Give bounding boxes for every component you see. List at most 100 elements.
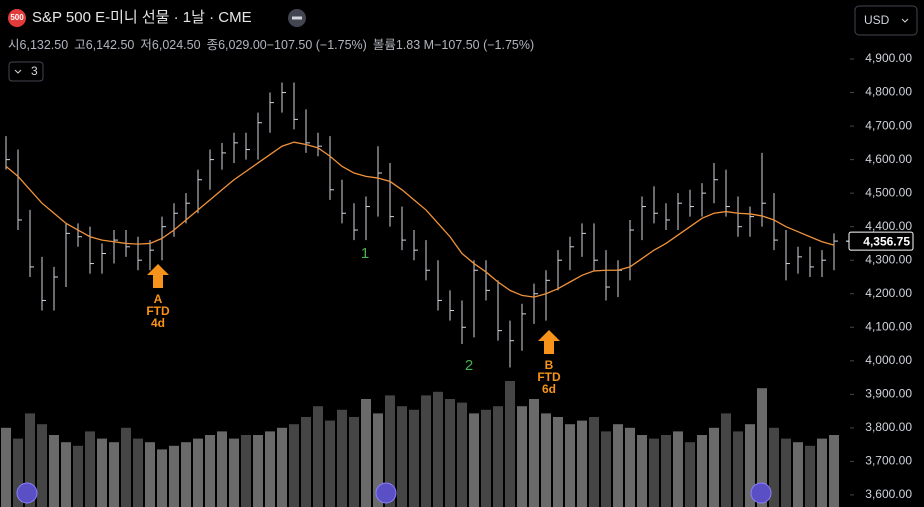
volume-bar (73, 445, 83, 507)
volume-bar (229, 438, 239, 507)
indicator-toggle[interactable] (8, 61, 44, 82)
volume-bar (613, 424, 623, 507)
volume-bar (697, 435, 707, 507)
volume-bar (793, 442, 803, 507)
volume-bar (721, 413, 731, 507)
volume-bar (385, 395, 395, 507)
volume-bar (517, 406, 527, 507)
volume-bar (673, 431, 683, 507)
volume-bar (757, 388, 767, 507)
volume-bar (289, 424, 299, 507)
volume-bar (745, 424, 755, 507)
ohlc-legend: 시6,132.50 고6,142.50 저6,024.50 종6,029.00−107… (8, 38, 534, 52)
legend-value: −107.50 (−1.75%) (434, 38, 534, 52)
volume-bar (397, 406, 407, 507)
volume-bar (733, 431, 743, 507)
volume-bar (625, 427, 635, 507)
volume-bar (157, 449, 167, 507)
volume-bar (49, 435, 59, 507)
volume-bar (1, 427, 11, 507)
volume-bar (361, 399, 371, 507)
chevron-icon (901, 18, 909, 23)
annotation-text: A (154, 292, 163, 306)
volume-bar (829, 435, 839, 507)
volume-bar (217, 431, 227, 507)
volume-bar (169, 445, 179, 507)
volume-bar (337, 409, 347, 507)
volume-bar (97, 438, 107, 507)
y-tick-label: 3,800.00 (865, 420, 912, 434)
volume-bar (301, 417, 311, 507)
badge-text: 500 (10, 13, 24, 22)
volume-bar (781, 438, 791, 507)
volume-bar (421, 395, 431, 507)
event-icon[interactable] (750, 482, 772, 504)
legend-value: 6,132.50 (20, 38, 69, 52)
y-tick-label: 4,800.00 (865, 85, 912, 99)
last-price-box (848, 231, 914, 251)
signal-arrow (538, 330, 560, 354)
volume-bar (181, 442, 191, 507)
y-tick-label: 4,900.00 (865, 51, 912, 65)
volume-bar (601, 431, 611, 507)
event-icons (16, 482, 772, 504)
volume-bar (565, 424, 575, 507)
volume-bar (145, 442, 155, 507)
event-icon[interactable] (16, 482, 38, 504)
volume-bar (709, 427, 719, 507)
currency-button[interactable] (854, 5, 918, 36)
volume-bar (205, 435, 215, 507)
volume-bar (457, 402, 467, 507)
volume-bar (409, 409, 419, 507)
legend-value: 6,029.00 (218, 38, 267, 52)
legend-key: 시 (8, 38, 20, 52)
volume-bar (769, 427, 779, 507)
volume-bar (577, 420, 587, 507)
annotation-text: 2 (465, 357, 473, 374)
y-tick-label: 4,500.00 (865, 185, 912, 199)
volume-bar (661, 435, 671, 507)
volume-bar (685, 442, 695, 507)
annotation-text: FTD (537, 370, 561, 384)
annotation-text: FTD (146, 304, 170, 318)
volume-bar (325, 420, 335, 507)
volume-bar (493, 406, 503, 507)
legend-value: 6,142.50 (86, 38, 135, 52)
legend-value: −107.50 (−1.75%) (267, 38, 367, 52)
y-tick-label: 3,900.00 (865, 387, 912, 401)
volume-bar (265, 431, 275, 507)
event-icon[interactable] (375, 482, 397, 504)
y-tick-label: 4,700.00 (865, 118, 912, 132)
y-tick-label: 4,000.00 (865, 353, 912, 367)
y-tick-label: 4,300.00 (865, 252, 912, 266)
signal-arrow (147, 264, 169, 288)
volume-bar (313, 406, 323, 507)
legend-value: 1.83 M (396, 38, 434, 52)
volume-bar (193, 438, 203, 507)
moving-average (5, 141, 835, 298)
last-price-label: 4,356.75 (863, 234, 910, 248)
symbol-badge (8, 9, 26, 27)
volume-bar (349, 417, 359, 507)
legend-value: 6,024.50 (152, 38, 201, 52)
volume-bar (13, 438, 23, 507)
y-tick-label: 4,600.00 (865, 152, 912, 166)
volume-bar (541, 413, 551, 507)
volume-bar (433, 391, 443, 507)
y-tick-label: 4,100.00 (865, 319, 912, 333)
volume-bar (445, 399, 455, 507)
volume-bar (481, 409, 491, 507)
volume-bar (589, 417, 599, 507)
currency-label: USD (864, 13, 890, 27)
volume-bar (61, 442, 71, 507)
legend-key: 저 (140, 38, 152, 52)
volume-bar (25, 413, 35, 507)
chevron-icon (14, 69, 22, 74)
annotation-text: 4d (151, 316, 165, 330)
volume-bar (469, 413, 479, 507)
volume-bar (649, 438, 659, 507)
legend-key: 종 (207, 38, 219, 52)
y-tick-label: 4,200.00 (865, 286, 912, 300)
